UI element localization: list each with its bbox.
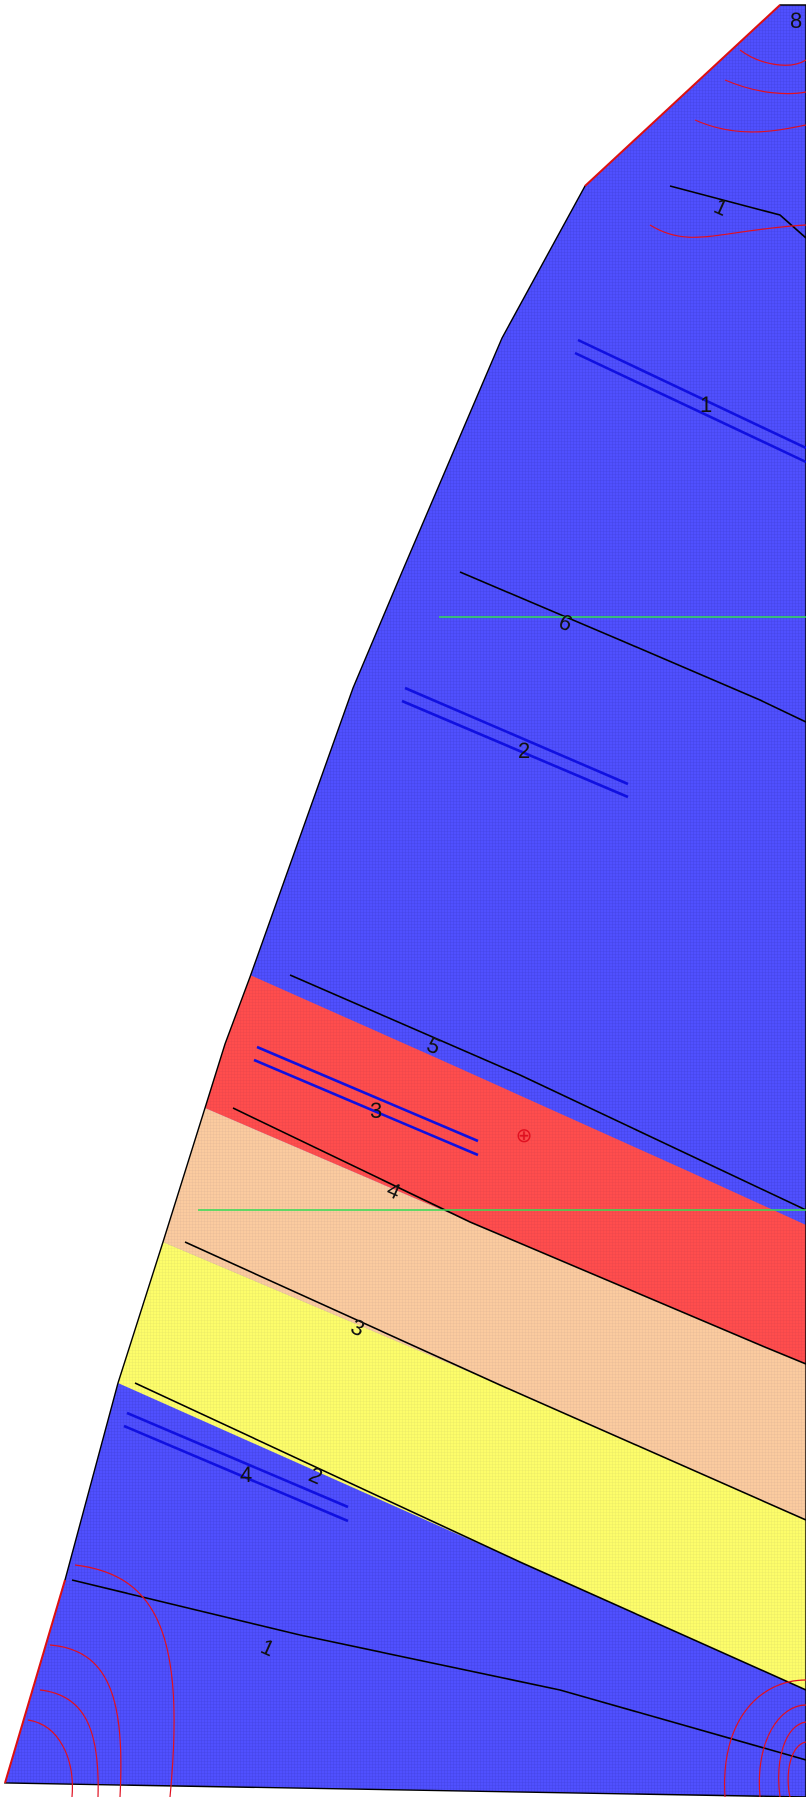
- red-edge-bottom: [4, 1579, 66, 1784]
- bar-label-2: 2: [518, 738, 530, 763]
- guide-lines: [198, 616, 806, 1211]
- bar-3-top: [256, 1045, 479, 1143]
- contour-bl-3: [39, 1689, 99, 1797]
- outer-edge: [4, 4, 806, 1797]
- contour-top-1: [739, 49, 806, 66]
- corner-label: 8: [790, 8, 802, 33]
- contour-top-2: [724, 79, 806, 95]
- bar-1-top: [577, 338, 806, 450]
- bar-4-bottom: [123, 1424, 349, 1523]
- boundary-lines: [4, 4, 806, 1797]
- bar-1-bottom: [574, 351, 806, 464]
- target-marker: ⊕: [516, 1123, 533, 1147]
- boundary-4: [232, 1107, 806, 1365]
- bar-label-3: 3: [370, 1098, 382, 1123]
- contour-br-2: [758, 1704, 806, 1797]
- contour-br-3: [778, 1721, 806, 1797]
- bar-2-bottom: [401, 699, 629, 799]
- boundary-7: [669, 185, 806, 239]
- bar-3-bottom: [253, 1058, 479, 1157]
- bar-label-1: 1: [700, 392, 712, 417]
- contour-top-3: [694, 119, 806, 133]
- red-edges: [4, 4, 781, 1784]
- contour-bl-1: [74, 1564, 175, 1797]
- boundary-1: [71, 1579, 806, 1761]
- boundary-3: [184, 1241, 806, 1521]
- contour-br-1: [724, 1679, 806, 1797]
- contour-br-4: [787, 1741, 806, 1797]
- blue-bars: [123, 338, 806, 1523]
- boundary-6: [459, 571, 806, 723]
- contour-top-4: [649, 224, 806, 238]
- bar-label-4: 4: [240, 1462, 252, 1487]
- bar-4-top: [126, 1411, 349, 1509]
- contour-lines: [27, 49, 806, 1797]
- boundary-5: [289, 974, 806, 1211]
- bar-2-top: [404, 686, 629, 786]
- red-edge-top: [584, 4, 781, 187]
- boundary-2: [134, 1382, 806, 1691]
- contour-bl-4: [27, 1719, 73, 1797]
- contour-bl-2: [49, 1644, 122, 1797]
